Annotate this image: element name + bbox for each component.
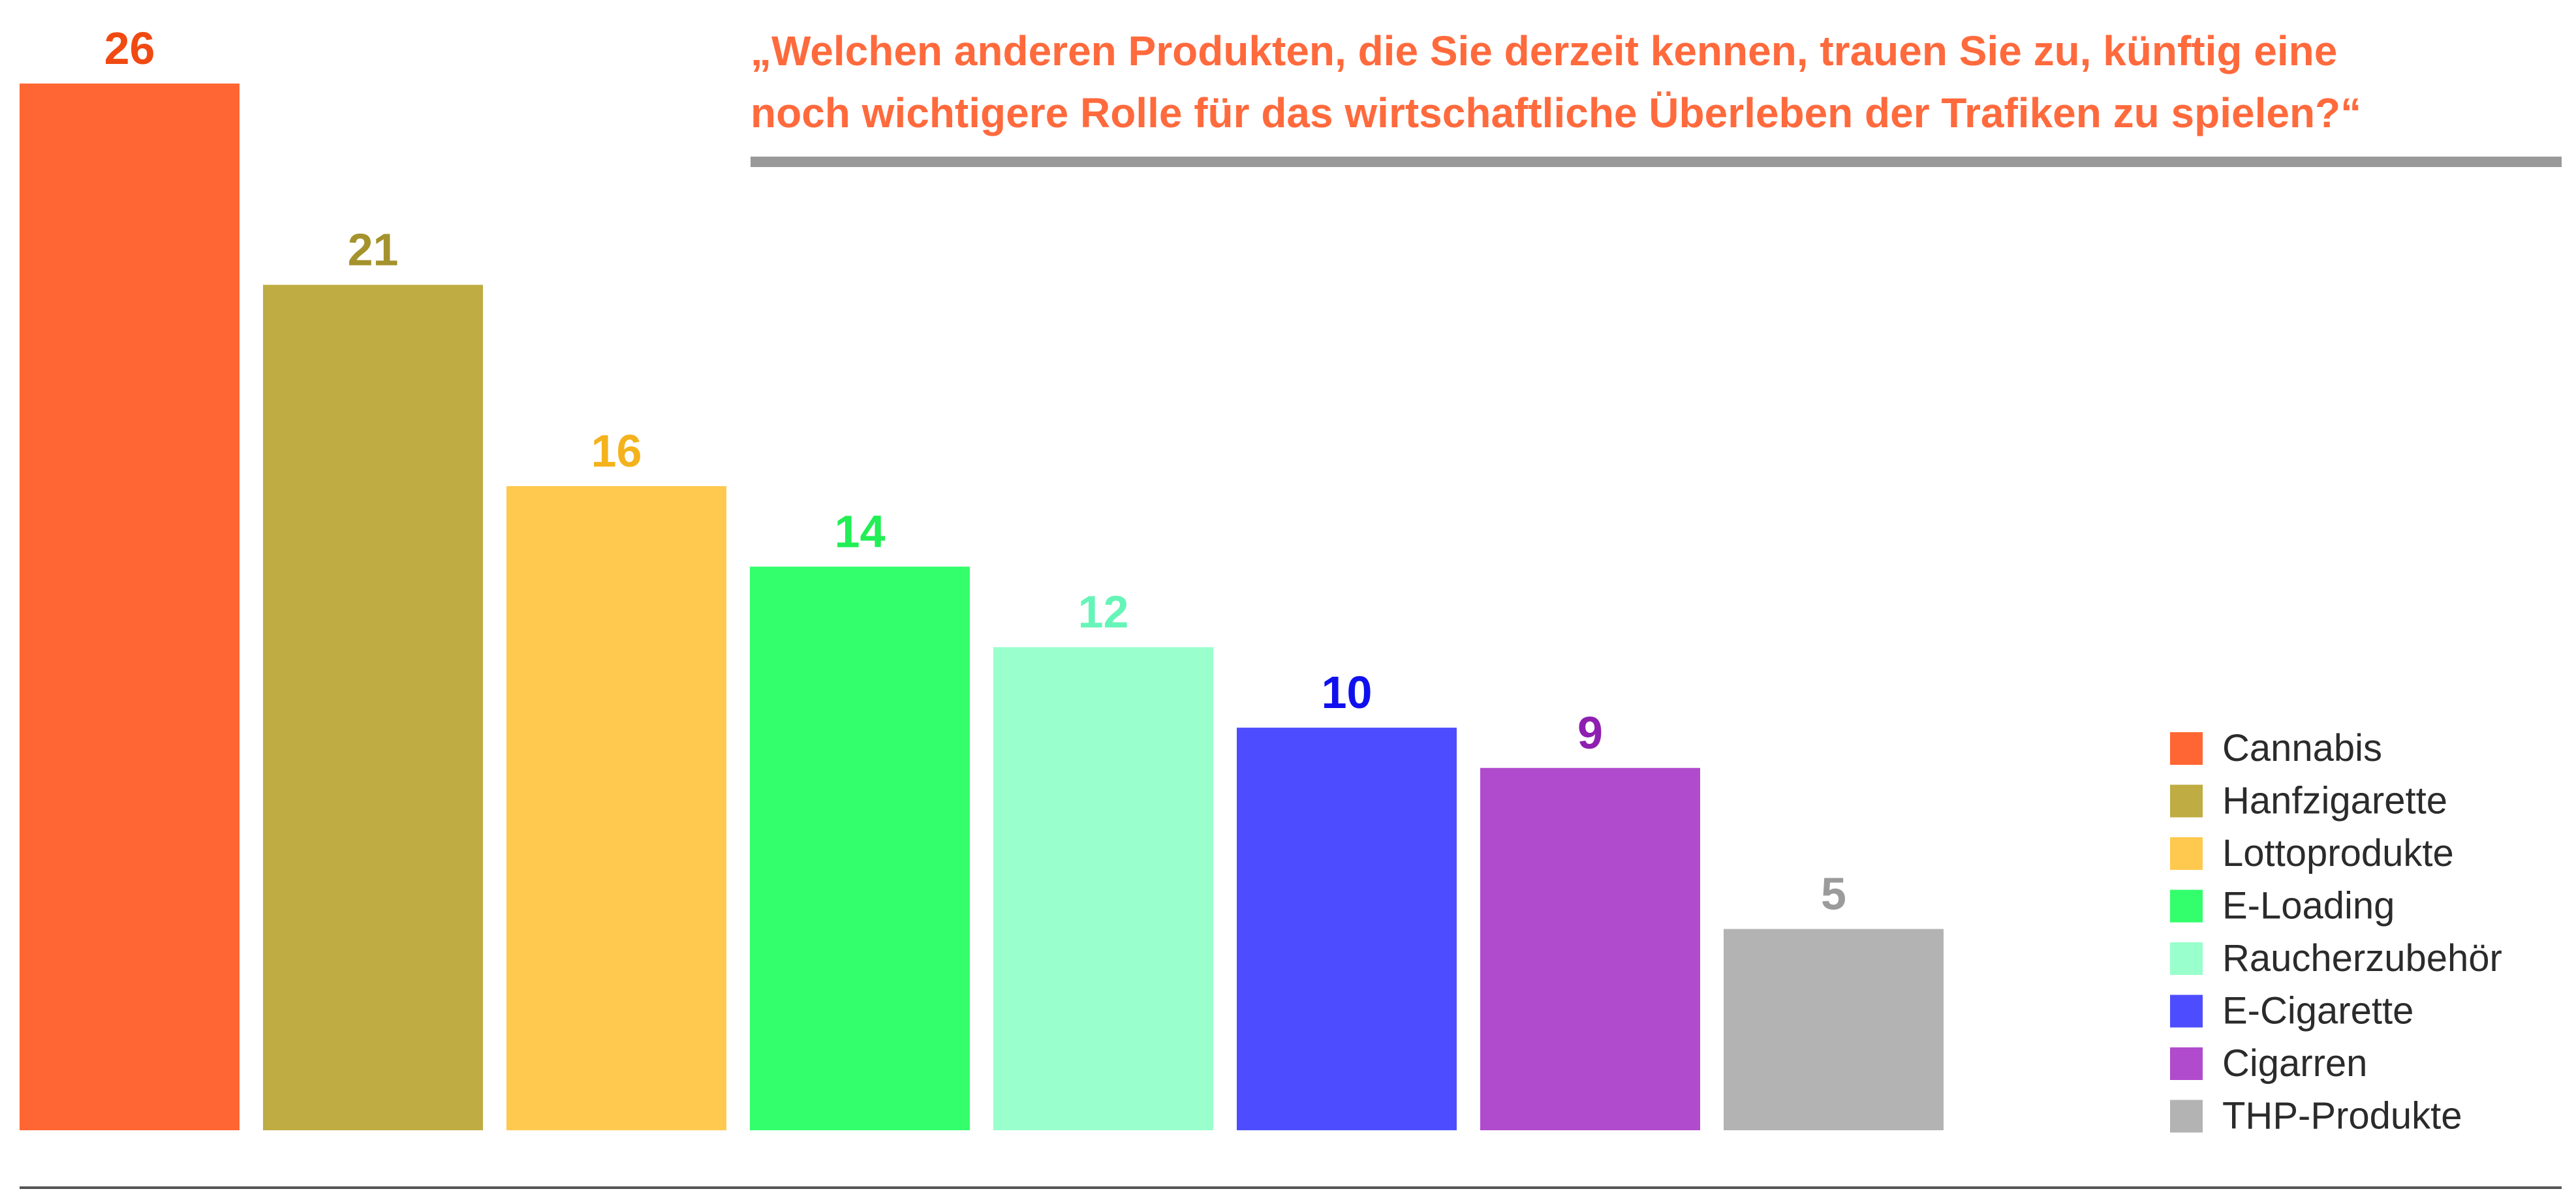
legend-swatch — [2170, 784, 2203, 818]
bar-cigarren — [1480, 767, 1700, 1130]
value-label: 21 — [348, 224, 399, 275]
bottom-rule — [20, 1186, 2562, 1189]
legend-label: Hanfzigarette — [2222, 780, 2447, 822]
legend-swatch — [2170, 732, 2203, 765]
bar-lottoprodukte — [506, 486, 726, 1130]
legend-item: Cigarren — [2170, 1042, 2367, 1085]
chart-title-line-2: noch wichtigere Rolle für das wirtschaft… — [751, 89, 2361, 136]
value-labels: 26 21 16 14 12 10 9 5 — [104, 23, 1846, 919]
value-label: 9 — [1577, 707, 1603, 758]
legend-label: Cigarren — [2222, 1042, 2367, 1085]
bar-raucherzubeh-r — [993, 647, 1213, 1130]
legend-label: THP-Produkte — [2222, 1095, 2462, 1137]
legend-item: Cannabis — [2170, 727, 2382, 769]
value-label: 16 — [591, 425, 642, 476]
legend-item: Lottoprodukte — [2170, 832, 2454, 874]
bar-e-cigarette — [1237, 728, 1457, 1130]
legend-swatch — [2170, 1047, 2203, 1080]
value-label: 26 — [104, 23, 155, 74]
bars — [20, 84, 1944, 1130]
legend-label: E-Cigarette — [2222, 990, 2413, 1032]
bar-cannabis — [20, 84, 240, 1130]
legend-item: Hanfzigarette — [2170, 780, 2447, 822]
legend-item: THP-Produkte — [2170, 1095, 2462, 1137]
legend-item: E-Cigarette — [2170, 990, 2413, 1032]
legend-item: E-Loading — [2170, 885, 2395, 927]
legend-swatch — [2170, 1100, 2203, 1133]
legend-swatch — [2170, 995, 2203, 1028]
chart-title-line-1: „Welchen anderen Produkten, die Sie derz… — [751, 27, 2337, 74]
value-label: 10 — [1322, 667, 1373, 718]
bar-e-loading — [750, 566, 970, 1130]
title-underline — [751, 157, 2562, 167]
bar-thp-produkte — [1724, 929, 1944, 1130]
value-label: 14 — [835, 506, 886, 557]
legend-item: Raucherzubehör — [2170, 937, 2502, 980]
chart-title: „Welchen anderen Produkten, die Sie derz… — [751, 27, 2361, 136]
value-label: 12 — [1078, 587, 1129, 638]
legend-swatch — [2170, 942, 2203, 975]
bar-hanfzigarette — [263, 285, 483, 1130]
value-label: 5 — [1821, 869, 1846, 919]
legend-label: E-Loading — [2222, 885, 2395, 927]
legend-label: Lottoprodukte — [2222, 832, 2454, 874]
legend-label: Cannabis — [2222, 727, 2382, 769]
legend-label: Raucherzubehör — [2222, 937, 2502, 980]
legend-swatch — [2170, 889, 2203, 923]
legend-swatch — [2170, 837, 2203, 870]
legend: Cannabis Hanfzigarette Lottoprodukte E-Load… — [2170, 727, 2502, 1137]
